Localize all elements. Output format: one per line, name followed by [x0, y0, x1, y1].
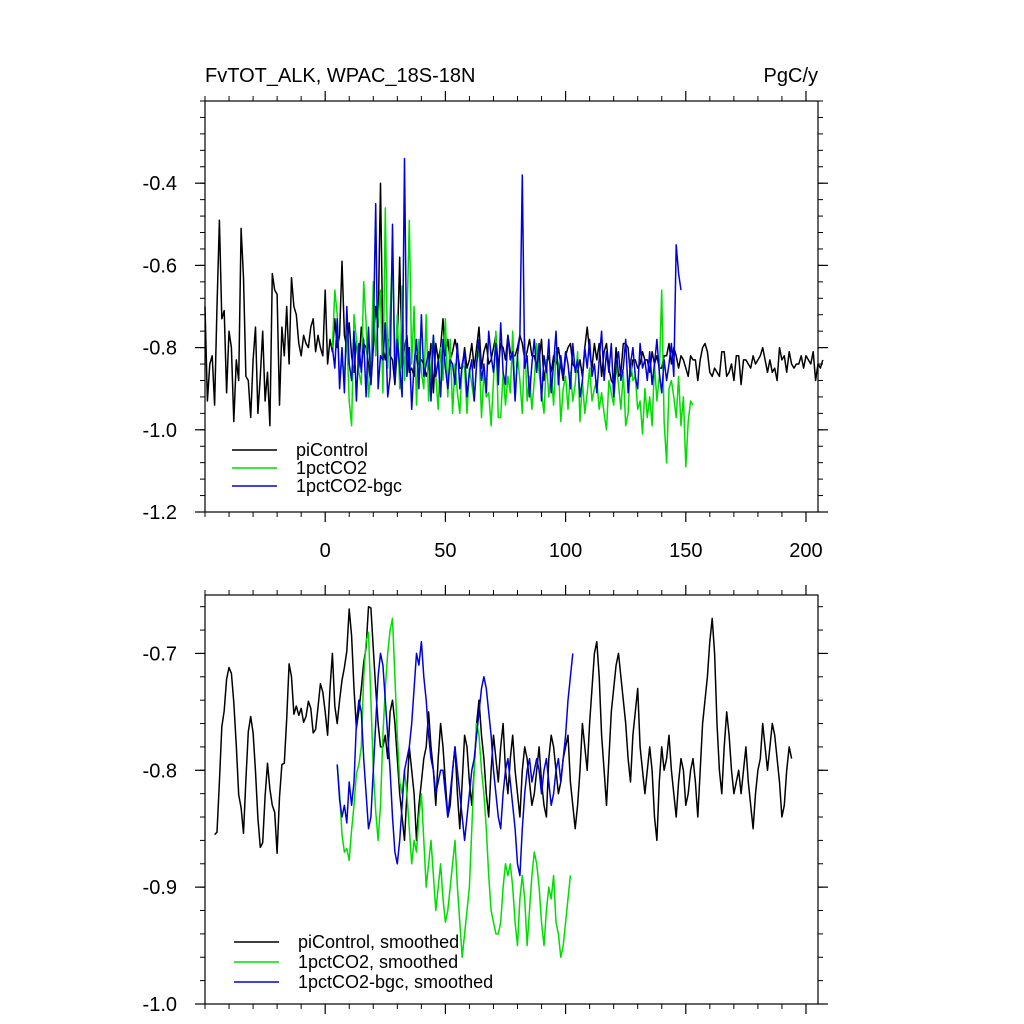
- legend-label: piControl, smoothed: [298, 932, 459, 952]
- x-tick-label: 100: [549, 540, 582, 562]
- chart-units: PgC/y: [764, 65, 818, 87]
- series-line-picontrol-smoothed: [214, 605, 793, 855]
- legend-label: 1pctCO2, smoothed: [298, 952, 458, 972]
- y-tick-label: -0.4: [143, 173, 177, 195]
- legend-label: 1pctCO2-bgc, smoothed: [298, 972, 493, 992]
- x-tick-label: 200: [789, 540, 822, 562]
- axis-ticks-bottom: -1.0 -0.9 -0.8 -0.7: [143, 585, 828, 1016]
- series-line-1pctco2-bgc: [331, 157, 682, 411]
- series-line-1pctco2-bgc-smoothed: [336, 640, 574, 877]
- legend-label: piControl: [296, 440, 368, 460]
- x-tick-label: 150: [669, 540, 702, 562]
- y-tick-label: -0.7: [143, 643, 177, 665]
- y-tick-label: -1.2: [143, 502, 177, 524]
- x-tick-label: 0: [320, 540, 331, 562]
- chart-title: FvTOT_ALK, WPAC_18S-18N: [205, 65, 475, 87]
- top-panel: FvTOT_ALK, WPAC_18S-18N PgC/y 0 50 100 150 2…: [143, 65, 828, 562]
- y-tick-label: -0.8: [143, 338, 177, 360]
- y-tick-label: -0.9: [143, 877, 177, 899]
- legend-label: 1pctCO2: [296, 458, 367, 478]
- y-tick-label: -1.0: [143, 420, 177, 442]
- series-top: [204, 157, 824, 468]
- plot-frame-bottom: [204, 594, 819, 1005]
- bottom-panel: -1.0-0.9-0.8-0.7 piControl, smoothed1pct…: [143, 585, 828, 1016]
- y-tick-label: -1.0: [143, 994, 177, 1016]
- legend-label: 1pctCO2-bgc: [296, 476, 402, 496]
- series-line-1pctco2-smoothed: [336, 617, 572, 959]
- y-tick-label: -0.8: [143, 760, 177, 782]
- axis-ticks-top: 0 50 100 150 200 -1.2 -1.0 -0.8 -0.6 -0.4: [143, 91, 828, 562]
- series-bottom: [214, 605, 793, 959]
- y-tick-label: -0.6: [143, 255, 177, 277]
- x-tick-label: 50: [434, 540, 456, 562]
